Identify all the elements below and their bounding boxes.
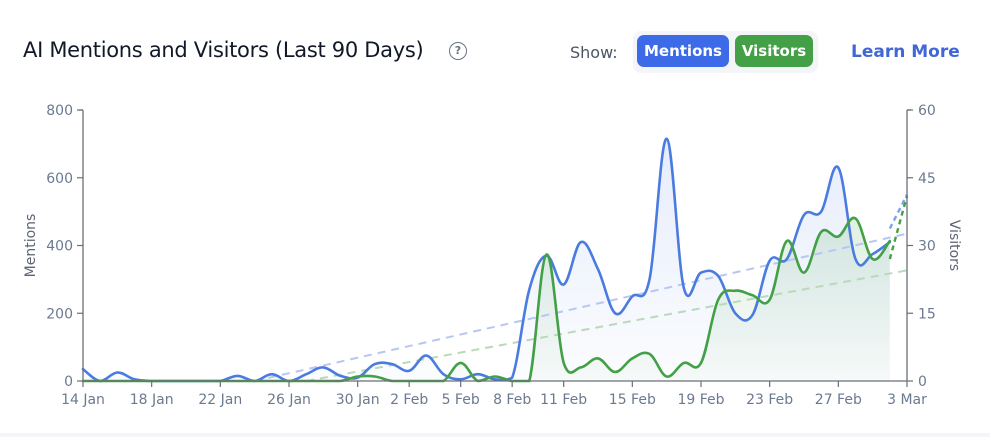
question-circle-icon[interactable]: ?	[449, 42, 467, 60]
x-tick-label: 22 Jan	[198, 392, 242, 408]
x-tick-label: 19 Feb	[677, 392, 724, 408]
y-axis-title-mentions: Mentions	[23, 214, 39, 278]
show-label: Show:	[570, 43, 618, 62]
x-tick-label: 18 Jan	[130, 392, 174, 408]
chart-header: AI Mentions and Visitors (Last 90 Days) …	[0, 0, 990, 100]
visitors-projection-line	[888, 195, 909, 260]
x-tick-label: 27 Feb	[815, 392, 862, 408]
left-tick-label: 0	[64, 374, 73, 390]
x-tick-label: 26 Jan	[267, 392, 311, 408]
footer-divider	[0, 433, 990, 437]
learn-more-link[interactable]: Learn More	[851, 42, 960, 62]
trend-lines	[254, 232, 908, 382]
right-tick-label: 0	[918, 374, 927, 390]
x-tick-label: 5 Feb	[442, 392, 480, 408]
y-axis-title-visitors: Visitors	[946, 220, 962, 271]
chart-title: AI Mentions and Visitors (Last 90 Days)	[23, 38, 424, 62]
mentions-projection-line	[888, 194, 909, 230]
x-tick-label: 11 Feb	[540, 392, 587, 408]
x-tick-label: 8 Feb	[493, 392, 531, 408]
x-tick-label: 2 Feb	[390, 392, 428, 408]
left-tick-label: 600	[46, 171, 73, 187]
right-tick-label: 30	[918, 239, 936, 255]
x-tick-label: 30 Jan	[336, 392, 380, 408]
series-toggle-group: Mentions Visitors	[633, 31, 818, 73]
left-tick-label: 200	[46, 306, 73, 322]
mentions-area	[83, 138, 890, 381]
left-tick-label: 400	[46, 239, 73, 255]
chart-axes: 0 200 400 600 800 0 15 30 45 60 14 Jan 18 Jan 22 Jan…	[23, 103, 962, 408]
toggle-visitors-button[interactable]: Visitors	[735, 35, 813, 67]
visitors-trend-line	[305, 269, 908, 382]
right-tick-label: 60	[918, 103, 936, 119]
toggle-mentions-button[interactable]: Mentions	[637, 35, 729, 67]
left-tick-label: 800	[46, 103, 73, 119]
x-tick-label: 14 Jan	[61, 392, 105, 408]
x-tick-label: 15 Feb	[609, 392, 656, 408]
right-tick-label: 45	[918, 171, 936, 187]
right-tick-label: 15	[918, 306, 936, 322]
x-tick-label: 3 Mar	[887, 392, 927, 408]
x-tick-label: 23 Feb	[746, 392, 793, 408]
